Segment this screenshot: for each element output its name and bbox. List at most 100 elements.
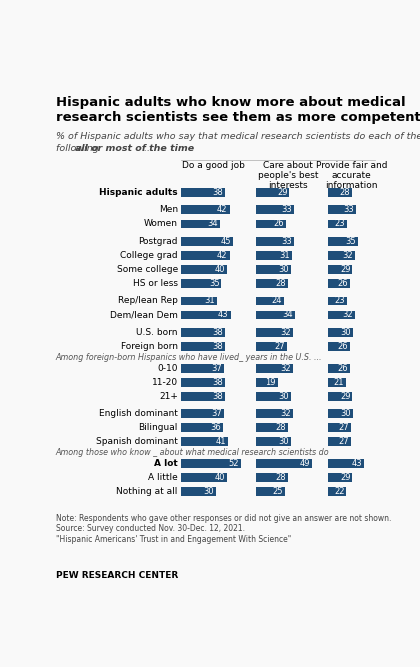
Bar: [256, 279, 288, 288]
Bar: [328, 265, 352, 273]
Text: 30: 30: [203, 487, 214, 496]
Text: all or most of the time: all or most of the time: [75, 144, 194, 153]
Bar: [328, 459, 365, 468]
Bar: [328, 342, 350, 351]
Text: 11-20: 11-20: [152, 378, 178, 387]
Bar: [256, 311, 295, 319]
Text: Men: Men: [159, 205, 178, 214]
Text: 34: 34: [283, 310, 293, 319]
Text: 32: 32: [280, 328, 291, 337]
Bar: [256, 473, 288, 482]
Text: Bilingual: Bilingual: [139, 424, 178, 432]
Text: 32: 32: [342, 310, 353, 319]
Text: 26: 26: [337, 279, 348, 288]
Text: 37: 37: [211, 410, 222, 418]
Text: 21: 21: [333, 378, 344, 387]
Bar: [328, 487, 346, 496]
Text: 28: 28: [339, 188, 349, 197]
Text: 25: 25: [272, 487, 283, 496]
Bar: [256, 342, 287, 351]
Bar: [181, 410, 224, 418]
Text: Do a good job: Do a good job: [181, 161, 244, 169]
Text: % of Hispanic adults who say that medical research scientists do each of the: % of Hispanic adults who say that medica…: [56, 133, 420, 141]
Bar: [328, 237, 357, 245]
Text: Hispanic adults: Hispanic adults: [99, 188, 178, 197]
Text: 27: 27: [338, 424, 349, 432]
Bar: [181, 188, 225, 197]
Text: Foreign born: Foreign born: [121, 342, 178, 351]
Text: 21+: 21+: [159, 392, 178, 401]
Text: Spanish dominant: Spanish dominant: [96, 438, 178, 446]
Text: Note: Respondents who gave other responses or did not give an answer are not sho: Note: Respondents who gave other respons…: [56, 514, 391, 544]
Bar: [181, 237, 233, 245]
Bar: [181, 487, 216, 496]
Bar: [181, 364, 224, 373]
Bar: [328, 311, 355, 319]
Text: Among foreign-born Hispanics who have lived_ years in the U.S. ...: Among foreign-born Hispanics who have li…: [56, 353, 322, 362]
Text: 37: 37: [211, 364, 222, 373]
Text: Postgrad: Postgrad: [138, 237, 178, 246]
Bar: [181, 459, 241, 468]
Bar: [256, 487, 285, 496]
Bar: [328, 438, 351, 446]
Bar: [181, 378, 225, 387]
Text: 52: 52: [228, 459, 239, 468]
Bar: [181, 328, 225, 337]
Bar: [181, 424, 223, 432]
Text: 23: 23: [335, 219, 345, 228]
Text: A lot: A lot: [154, 459, 178, 468]
Bar: [181, 265, 227, 273]
Text: Among those who know _ about what medical research scientists do: Among those who know _ about what medica…: [56, 448, 329, 457]
Text: 40: 40: [215, 265, 225, 274]
Text: Rep/lean Rep: Rep/lean Rep: [118, 296, 178, 305]
Text: 28: 28: [276, 279, 286, 288]
Text: 22: 22: [334, 487, 344, 496]
Bar: [328, 410, 353, 418]
Bar: [256, 205, 294, 214]
Text: 27: 27: [275, 342, 285, 351]
Text: 33: 33: [281, 205, 292, 214]
Bar: [256, 364, 293, 373]
Bar: [181, 342, 225, 351]
Text: 40: 40: [215, 473, 225, 482]
Text: 23: 23: [335, 296, 345, 305]
Text: 29: 29: [340, 265, 350, 274]
Bar: [328, 328, 353, 337]
Bar: [181, 219, 221, 228]
Text: 49: 49: [300, 459, 310, 468]
Text: Women: Women: [144, 219, 178, 228]
Text: 27: 27: [338, 438, 349, 446]
Bar: [328, 297, 347, 305]
Bar: [256, 459, 312, 468]
Text: College grad: College grad: [120, 251, 178, 260]
Bar: [256, 438, 291, 446]
Bar: [256, 378, 278, 387]
Bar: [328, 188, 352, 197]
Text: 38: 38: [212, 378, 223, 387]
Bar: [328, 205, 356, 214]
Text: 26: 26: [337, 342, 348, 351]
Bar: [181, 205, 230, 214]
Text: 38: 38: [212, 328, 223, 337]
Text: 30: 30: [341, 410, 352, 418]
Bar: [181, 251, 230, 259]
Text: 43: 43: [352, 459, 362, 468]
Text: 26: 26: [337, 364, 348, 373]
Text: 33: 33: [343, 205, 354, 214]
Bar: [181, 279, 221, 288]
Text: 30: 30: [278, 438, 289, 446]
Text: 38: 38: [212, 342, 223, 351]
Text: 31: 31: [279, 251, 290, 260]
Bar: [181, 473, 227, 482]
Text: 41: 41: [216, 438, 226, 446]
Text: HS or less: HS or less: [133, 279, 178, 288]
Text: 38: 38: [212, 188, 223, 197]
Text: Provide fair and
accurate
information: Provide fair and accurate information: [315, 161, 387, 191]
Text: Dem/lean Dem: Dem/lean Dem: [110, 310, 178, 319]
Bar: [256, 188, 289, 197]
Text: 26: 26: [273, 219, 284, 228]
Bar: [256, 265, 291, 273]
Text: A little: A little: [148, 473, 178, 482]
Text: English dominant: English dominant: [99, 410, 178, 418]
Bar: [256, 424, 288, 432]
